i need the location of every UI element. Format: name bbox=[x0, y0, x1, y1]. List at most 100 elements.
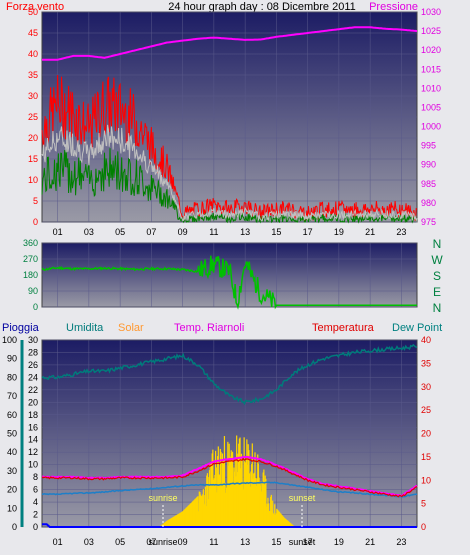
humidity-tick-label: 22 bbox=[28, 385, 38, 395]
direction-tick-label: 90 bbox=[28, 286, 38, 296]
compass-letter: W bbox=[431, 253, 443, 267]
wind-gust-line bbox=[41, 74, 418, 222]
wind-axis-label: Forza vento bbox=[6, 1, 64, 13]
pressure-axis-label: Pressione bbox=[369, 1, 418, 13]
legend-dew-point: Dew Point bbox=[392, 322, 442, 334]
wind-tick-label: 10 bbox=[28, 175, 38, 185]
humidity-tick-label: 18 bbox=[28, 410, 38, 420]
direction-tick-label: 180 bbox=[23, 270, 38, 280]
legend-heat-index: Temp. Riarnoli bbox=[174, 322, 244, 334]
wind-tick-label: 25 bbox=[28, 112, 38, 122]
hour-tick-label: 09 bbox=[178, 227, 188, 237]
pressure-tick-label: 1025 bbox=[421, 26, 441, 36]
pressure-tick-label: 1020 bbox=[421, 45, 441, 55]
pressure-tick-label: 975 bbox=[421, 217, 436, 227]
humidity-line bbox=[41, 343, 418, 406]
wind-tick-label: 40 bbox=[28, 49, 38, 59]
direction-tick-label: 360 bbox=[23, 238, 38, 248]
humidity-tick-label: 20 bbox=[28, 397, 38, 407]
hour-tick-label: 05 bbox=[115, 227, 125, 237]
wind-avg-line bbox=[41, 124, 418, 223]
direction-tick-label: 0 bbox=[33, 302, 38, 312]
legend-temperature: Temperatura bbox=[312, 322, 375, 334]
humidity-tick-label: 8 bbox=[33, 472, 38, 482]
sunset-axis-label: sunset bbox=[289, 537, 316, 547]
wind-tick-label: 35 bbox=[28, 70, 38, 80]
direction-tick-label: 270 bbox=[23, 254, 38, 264]
humidity-tick-label: 14 bbox=[28, 435, 38, 445]
temperature-line bbox=[41, 457, 418, 498]
humidity-tick-label: 26 bbox=[28, 360, 38, 370]
temperature-tick-label: 10 bbox=[421, 475, 431, 485]
sunrise-label: sunrise bbox=[148, 493, 177, 503]
legend-rain: Pioggia bbox=[2, 322, 40, 334]
rain-axis-ticks: 0 10 20 30 40 50 60 70 80 90 100 bbox=[2, 335, 17, 532]
rain-line bbox=[42, 523, 417, 528]
legend-humidity: Umidita bbox=[66, 322, 104, 334]
hour-tick-label: 15 bbox=[271, 537, 281, 547]
humidity-tick-label: 24 bbox=[28, 372, 38, 382]
hour-tick-label: 21 bbox=[365, 227, 375, 237]
pressure-tick-label: 1015 bbox=[421, 64, 441, 74]
temperature-tick-label: 25 bbox=[421, 405, 431, 415]
temperature-tick-label: 5 bbox=[421, 499, 426, 509]
pressure-tick-label: 995 bbox=[421, 141, 436, 151]
humidity-tick-label: 10 bbox=[28, 460, 38, 470]
humidity-tick-label: 0 bbox=[33, 522, 38, 532]
rain-tick-label: 80 bbox=[7, 372, 17, 382]
hour-tick-label: 13 bbox=[240, 227, 250, 237]
rain-tick-label: 70 bbox=[7, 391, 17, 401]
wind-tick-label: 15 bbox=[28, 154, 38, 164]
hour-tick-label: 11 bbox=[209, 227, 218, 237]
sunset-label: sunset bbox=[289, 493, 316, 503]
hour-tick-label: 03 bbox=[84, 227, 94, 237]
humidity-tick-label: 16 bbox=[28, 422, 38, 432]
graph-title: 24 hour graph day : 08 Dicembre 2011 bbox=[168, 1, 356, 13]
wind-tick-label: 50 bbox=[28, 7, 38, 17]
temperature-tick-label: 30 bbox=[421, 382, 431, 392]
hour-tick-label: 23 bbox=[396, 227, 406, 237]
rain-tick-label: 100 bbox=[2, 335, 17, 345]
pressure-axis-ticks: 975 980 985 990 995 1000 1005 1010 1015 1020 1025 1… bbox=[421, 7, 441, 227]
hour-tick-label: 17 bbox=[303, 537, 313, 547]
hour-tick-label: 09 bbox=[178, 537, 188, 547]
hour-tick-label: 03 bbox=[84, 537, 94, 547]
wind-min-line bbox=[41, 148, 418, 224]
temperature-tick-label: 0 bbox=[421, 522, 426, 532]
hour-tick-label: 17 bbox=[303, 227, 313, 237]
humidity-tick-label: 6 bbox=[33, 485, 38, 495]
wind-direction-line bbox=[41, 255, 417, 310]
rain-tick-label: 40 bbox=[7, 447, 17, 457]
compass-letter: S bbox=[433, 269, 441, 283]
wind-pressure-series bbox=[41, 26, 418, 224]
hour-tick-label: 11 bbox=[209, 537, 218, 547]
rain-tick-label: 20 bbox=[7, 485, 17, 495]
dew-point-line bbox=[42, 481, 418, 498]
humidity-tick-label: 12 bbox=[28, 447, 38, 457]
direction-axis-ticks: 0 90 180 270 360 bbox=[23, 238, 38, 312]
temperature-tick-label: 40 bbox=[421, 335, 431, 345]
wind-direction-series bbox=[41, 255, 417, 310]
rain-tick-label: 0 bbox=[12, 522, 17, 532]
pressure-tick-label: 985 bbox=[421, 179, 436, 189]
hour-tick-label: 19 bbox=[334, 537, 344, 547]
wind-pressure-grid bbox=[42, 11, 417, 223]
wind-tick-label: 30 bbox=[28, 91, 38, 101]
humidity-tick-label: 30 bbox=[28, 335, 38, 345]
rain-tick-label: 60 bbox=[7, 410, 17, 420]
hour-tick-label: 15 bbox=[271, 227, 281, 237]
pressure-tick-label: 1000 bbox=[421, 122, 441, 132]
pressure-tick-label: 1005 bbox=[421, 102, 441, 112]
hour-tick-label: 07 bbox=[146, 227, 156, 237]
hour-tick-label: 05 bbox=[115, 537, 125, 547]
legend-solar: Solar bbox=[118, 322, 144, 334]
temperature-tick-label: 35 bbox=[421, 358, 431, 368]
hour-tick-label: 13 bbox=[240, 537, 250, 547]
temperature-axis-ticks: 0 5 10 15 20 25 30 35 40 bbox=[421, 335, 431, 532]
